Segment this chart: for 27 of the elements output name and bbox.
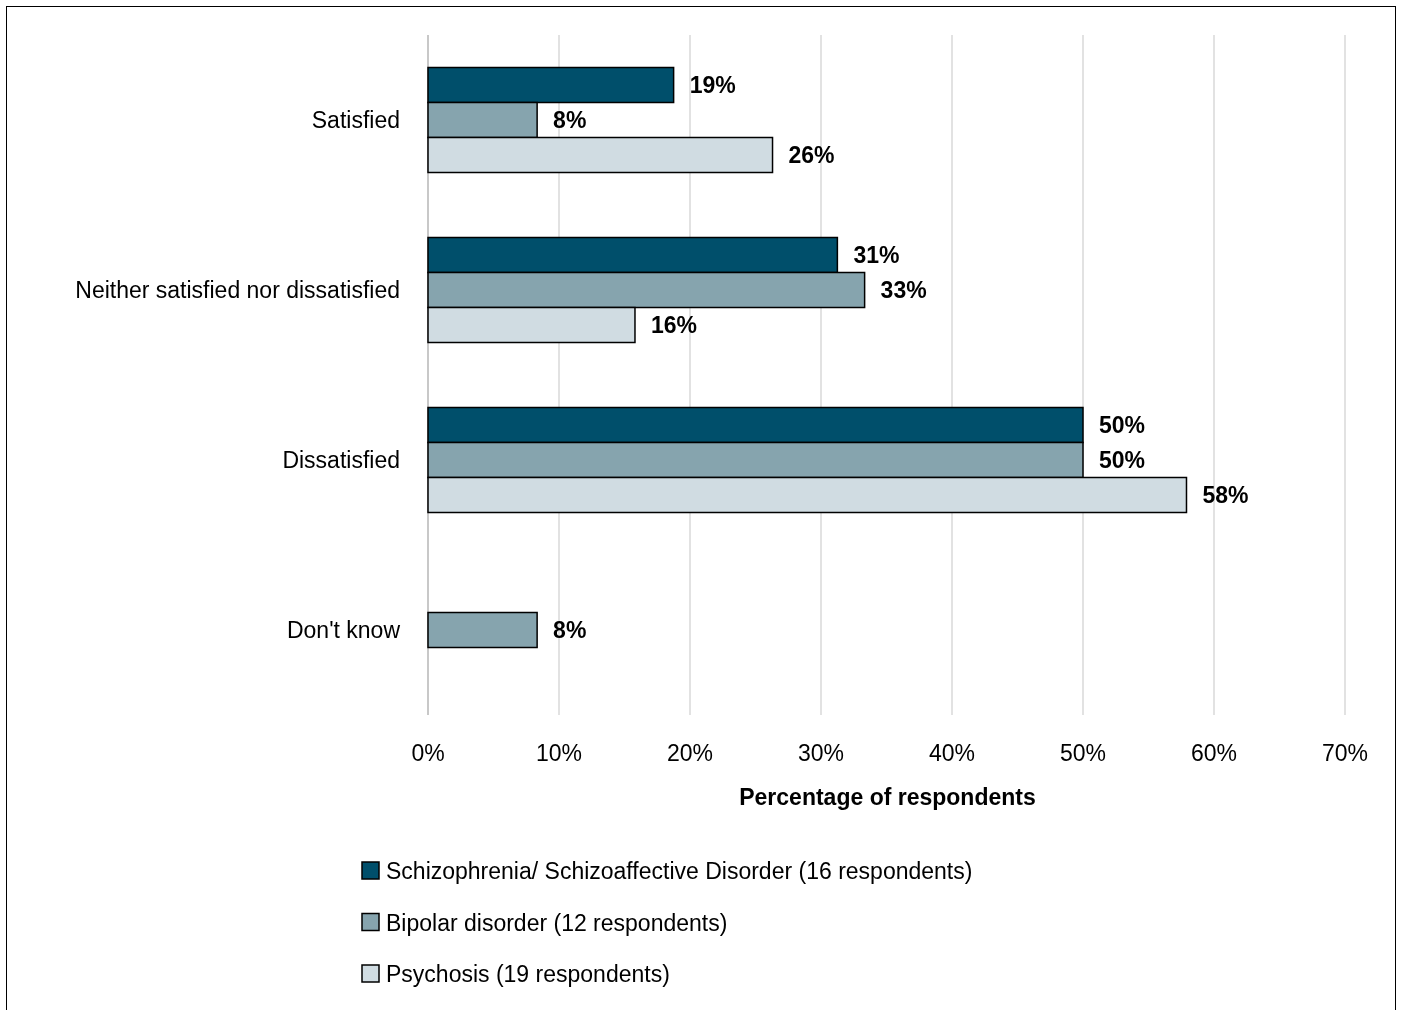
data-label: 26% [788, 142, 835, 169]
legend-label: Bipolar disorder (12 respondents) [386, 909, 728, 936]
x-tick-label: 50% [1059, 740, 1107, 767]
x-axis-title: Percentage of respondents [739, 784, 1036, 811]
data-label: 50% [1099, 412, 1146, 439]
y-tick-label: Dissatisfied [282, 447, 400, 474]
x-tick-label: 30% [797, 740, 845, 767]
x-tick-label: 20% [666, 740, 714, 767]
x-tick-label: 40% [928, 740, 976, 767]
bar [427, 611, 538, 649]
data-label: 19% [689, 72, 736, 99]
y-tick-label: Neither satisfied nor dissatisfied [75, 277, 400, 304]
y-tick-label: Satisfied [311, 107, 400, 134]
data-label: 16% [650, 312, 698, 339]
data-label: 33% [880, 277, 927, 304]
y-tick-label: Don't know [286, 617, 401, 644]
x-tick-label: 0% [411, 740, 445, 767]
data-label: 50% [1099, 447, 1146, 474]
x-tick-label: 60% [1190, 740, 1238, 767]
x-tick-label: 70% [1321, 740, 1369, 767]
legend-label: Psychosis (19 respondents) [386, 961, 670, 988]
data-label: 8% [553, 107, 587, 134]
x-tick-label: 10% [535, 740, 583, 767]
data-label: 58% [1202, 482, 1249, 509]
legend-label: Schizophrenia/ Schizoaffective Disorder (16 respondents) [386, 858, 973, 885]
data-label: 31% [853, 242, 900, 269]
data-label: 8% [553, 617, 587, 644]
